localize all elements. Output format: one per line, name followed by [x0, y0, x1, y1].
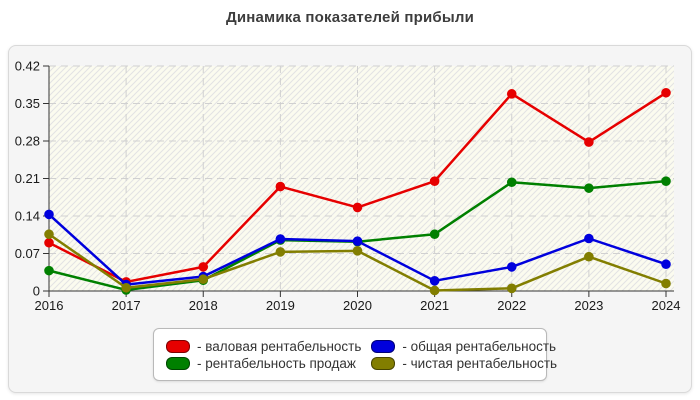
data-point-marker [275, 181, 286, 192]
data-point-marker [352, 202, 363, 213]
x-tick-label: 2021 [420, 298, 449, 313]
data-point-marker [44, 209, 54, 220]
data-point-marker [44, 229, 54, 240]
legend-label: - общая рентабельность [402, 338, 557, 354]
data-point-marker [506, 89, 517, 99]
legend-item: - рентабельность продаж [166, 356, 361, 371]
x-tick-label: 2017 [112, 298, 141, 313]
legend-item: - общая рентабельность [371, 339, 557, 354]
x-tick-label: 2024 [652, 298, 681, 313]
x-tick-label: 2020 [343, 298, 372, 313]
data-point-marker [584, 251, 594, 262]
legend-item: - чистая рентабельность [371, 356, 557, 371]
data-point-marker [429, 229, 440, 240]
x-tick-label: 2023 [574, 298, 603, 313]
data-point-marker [661, 87, 671, 98]
y-tick-label: 0.07 [15, 246, 40, 261]
data-point-marker [506, 283, 517, 294]
data-point-marker [429, 285, 440, 296]
data-point-marker [584, 233, 594, 244]
data-point-marker [275, 247, 286, 257]
y-tick-label: 0.14 [15, 209, 40, 224]
data-point-marker [661, 259, 671, 270]
legend-label: - чистая рентабельность [402, 355, 558, 371]
x-tick-label: 2016 [35, 298, 64, 313]
data-point-marker [275, 234, 286, 244]
legend-swatch-icon [371, 339, 396, 353]
data-point-marker [584, 137, 594, 147]
data-point-marker [429, 276, 440, 286]
profit-line-chart: 0 0.07 0.14 0.21 0.28 0.35 0.42 2016 2017 2018 201… [15, 59, 681, 314]
x-tick-label: 2018 [189, 298, 218, 313]
data-point-marker [121, 282, 131, 293]
data-point-marker [661, 278, 671, 289]
chart-panel: 0 0.07 0.14 0.21 0.28 0.35 0.42 2016 2017 2018 201… [8, 45, 692, 393]
legend-swatch-icon [166, 339, 190, 353]
data-point-marker [44, 265, 54, 276]
data-point-marker [352, 246, 363, 256]
legend-label: - валовая рентабельность [197, 338, 362, 354]
data-point-marker [506, 177, 517, 188]
y-tick-label: 0.42 [15, 59, 40, 74]
y-tick-label: 0.28 [15, 134, 40, 149]
legend-swatch-icon [166, 356, 190, 370]
legend-label: - рентабельность продаж [197, 355, 356, 371]
data-point-marker [506, 262, 517, 272]
data-point-marker [352, 236, 363, 246]
y-tick-label: 0 [33, 284, 40, 299]
x-tick-label: 2019 [266, 298, 295, 313]
legend-swatch-icon [371, 356, 396, 370]
data-point-marker [198, 274, 209, 285]
y-tick-label: 0.21 [15, 171, 40, 186]
chart-title: Динамика показателей прибыли [225, 9, 475, 26]
data-point-marker [198, 262, 209, 272]
chart-legend: - валовая рентабельность - общая рентабел… [153, 328, 557, 381]
data-point-marker [661, 176, 671, 186]
data-point-marker [584, 183, 594, 193]
x-tick-label: 2022 [497, 298, 526, 313]
legend-item: - валовая рентабельность [166, 339, 361, 354]
data-point-marker [429, 176, 440, 186]
y-tick-label: 0.35 [15, 96, 40, 111]
data-point-marker [44, 237, 54, 248]
